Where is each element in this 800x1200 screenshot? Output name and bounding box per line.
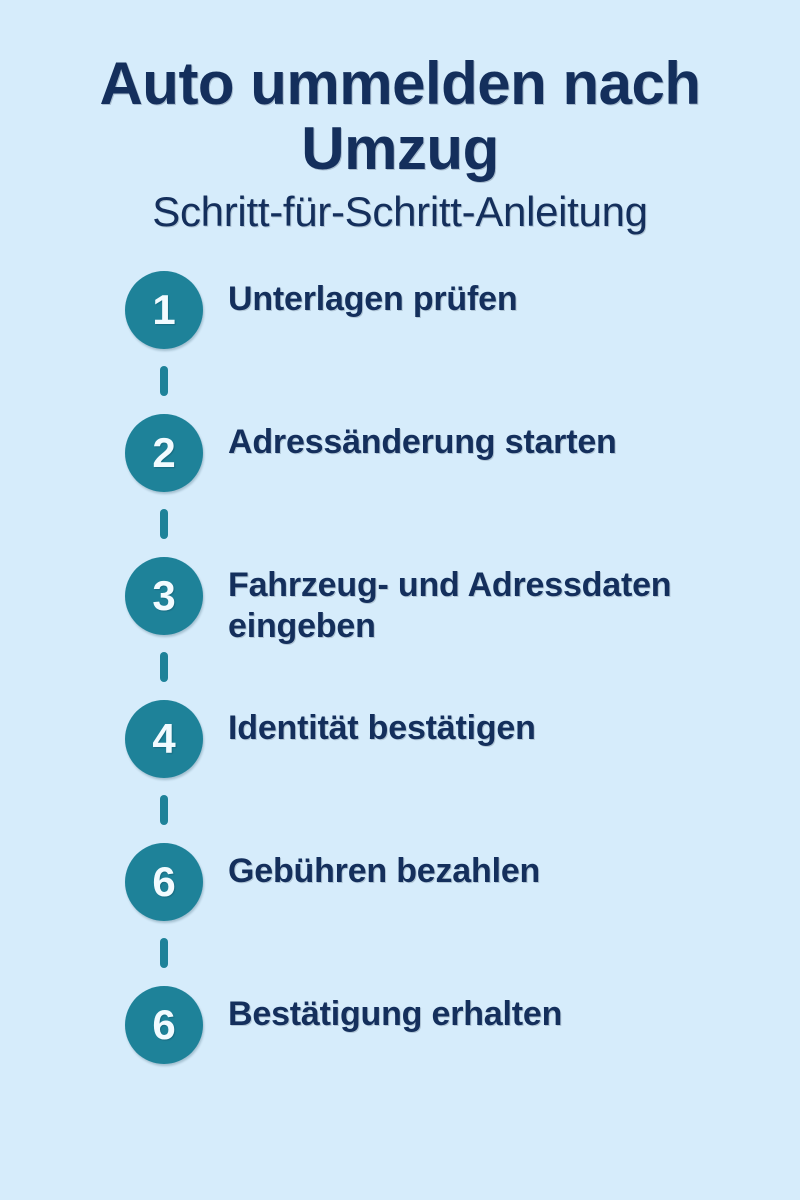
list-item: 4 Identität bestätigen <box>125 699 800 843</box>
step-number: 2 <box>152 428 176 476</box>
step-connector <box>160 365 168 396</box>
page-subtitle: Schritt-für-Schritt-Anleitung <box>152 187 648 235</box>
step-number: 6 <box>152 1000 176 1048</box>
step-bullet-2: 2 <box>125 413 203 492</box>
step-connector <box>160 937 168 968</box>
step-label: Fahrzeug- und Adressdaten eingeben <box>228 565 672 646</box>
step-connector <box>160 508 168 539</box>
step-bullet-6: 6 <box>125 985 203 1064</box>
list-item: 3 Fahrzeug- und Adressdaten eingeben <box>125 556 800 700</box>
step-label: Bestätigung erhalten <box>228 994 563 1033</box>
step-list: 1 Unterlagen prüfen 2 Adressänderung sta… <box>0 270 800 1086</box>
step-label: Adressänderung starten <box>228 422 617 461</box>
step-number: 4 <box>152 714 176 762</box>
list-item: 6 Bestätigung erhalten <box>125 985 800 1086</box>
step-label: Unterlagen prüfen <box>228 279 518 318</box>
step-number: 1 <box>152 285 176 333</box>
step-number: 3 <box>152 571 176 619</box>
list-item: 1 Unterlagen prüfen <box>125 270 800 414</box>
step-label: Gebühren bezahlen <box>228 851 541 890</box>
step-bullet-4: 4 <box>125 699 203 778</box>
list-item: 6 Gebühren bezahlen <box>125 842 800 986</box>
step-connector <box>160 794 168 825</box>
list-item: 2 Adressänderung starten <box>125 413 800 557</box>
step-label: Identität bestätigen <box>228 708 536 747</box>
step-bullet-5: 6 <box>125 842 203 921</box>
step-bullet-3: 3 <box>125 556 203 635</box>
step-connector <box>160 651 168 682</box>
step-number: 6 <box>152 857 176 905</box>
step-bullet-1: 1 <box>125 270 203 349</box>
header: Auto ummelden nach Umzug Schritt-für-Sch… <box>0 0 800 235</box>
page-title: Auto ummelden nach Umzug <box>99 50 701 182</box>
